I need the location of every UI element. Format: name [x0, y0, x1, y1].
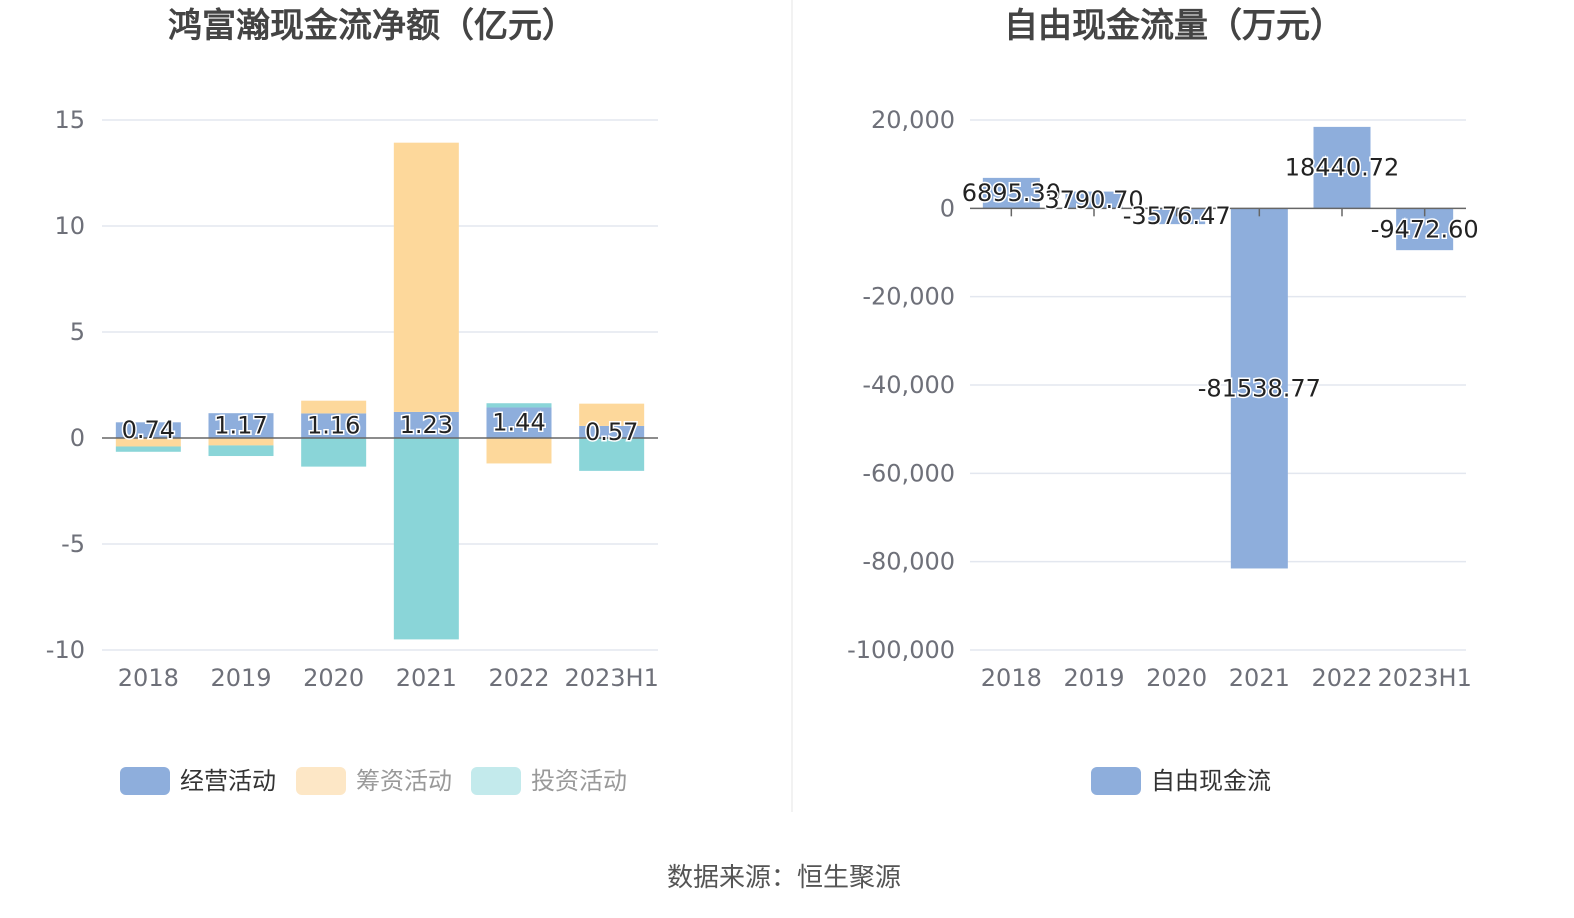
x-tick: 2018 [118, 664, 179, 692]
right-y-axis: 20,000 0 -20,000 -40,000 -60,000 -80,000 -100,… [847, 106, 955, 664]
data-label: 0.57 [585, 418, 638, 446]
legend-swatch [120, 767, 170, 795]
left-chart-title: 鸿富瀚现金流净额（亿元） [168, 6, 576, 46]
cash-flow-net-chart: 鸿富瀚现金流净额（亿元） 15 10 5 0 -5 -10 0.74 1.17 1.16 1.2… [46, 6, 659, 795]
bar-financing[interactable] [301, 400, 367, 414]
bar-financing[interactable] [579, 403, 645, 426]
data-label: 1.44 [492, 409, 545, 437]
legend-item[interactable]: 自由现金流 [1091, 767, 1271, 795]
legend-swatch [1091, 767, 1141, 795]
left-x-axis: 2018 2019 2020 2021 2022 2023H1 [118, 664, 659, 692]
right-zero-axis [970, 207, 1466, 217]
legend-item[interactable]: 投资活动 [471, 767, 627, 795]
right-y-tick: -80,000 [862, 548, 955, 576]
data-label: -81538.77 [1198, 374, 1321, 402]
x-tick: 2022 [1311, 664, 1372, 692]
legend-label: 投资活动 [531, 767, 627, 795]
left-y-tick: 15 [54, 106, 85, 134]
bar-operating[interactable] [486, 407, 552, 438]
legend-swatch [471, 767, 521, 795]
bar-investing[interactable] [115, 446, 181, 452]
right-y-tick: -20,000 [862, 283, 955, 311]
right-chart-title: 自由现金流量（万元） [1004, 6, 1344, 46]
left-grid [102, 119, 658, 651]
left-legend[interactable]: 经营活动 筹资活动 投资活动 [120, 767, 627, 795]
left-y-tick: -5 [61, 530, 85, 558]
x-tick: 2021 [396, 664, 457, 692]
data-label: 1.17 [214, 412, 267, 440]
bar-operating[interactable] [115, 422, 181, 438]
right-x-axis: 2018 2019 2020 2021 2022 2023H1 [981, 664, 1472, 692]
legend-item[interactable]: 筹资活动 [296, 767, 452, 795]
bar-free-cash-flow[interactable] [982, 177, 1040, 209]
bar-free-cash-flow[interactable] [1230, 208, 1288, 569]
data-label: -3576.47 [1123, 202, 1231, 230]
x-tick: 2022 [488, 664, 549, 692]
bar-investing[interactable] [208, 445, 274, 457]
left-data-labels: 0.74 1.17 1.16 1.23 1.44 0.57 [120, 407, 640, 447]
x-tick: 2019 [1063, 664, 1124, 692]
bar-investing[interactable] [393, 438, 459, 640]
left-y-tick: 0 [70, 424, 85, 452]
data-label: 18440.72 [1285, 154, 1400, 182]
data-source: 数据来源：恒生聚源 [667, 863, 901, 893]
right-grid [970, 119, 1466, 651]
right-bars [982, 126, 1454, 569]
data-label: 1.16 [307, 412, 360, 440]
legend-item[interactable]: 经营活动 [120, 767, 276, 795]
bar-financing[interactable] [486, 438, 552, 464]
left-y-tick: 10 [54, 212, 85, 240]
right-y-tick: -40,000 [862, 371, 955, 399]
bar-operating[interactable] [208, 413, 274, 438]
right-legend[interactable]: 自由现金流 [1091, 767, 1271, 795]
legend-label: 自由现金流 [1151, 767, 1271, 795]
legend-swatch [296, 767, 346, 795]
legend-label: 筹资活动 [356, 767, 452, 795]
right-y-tick: -60,000 [862, 459, 955, 487]
right-y-tick: 0 [940, 194, 955, 222]
bar-investing[interactable] [486, 403, 552, 408]
left-y-tick: 5 [70, 318, 85, 346]
left-y-axis: 15 10 5 0 -5 -10 [46, 106, 85, 664]
right-y-tick: 20,000 [871, 106, 955, 134]
bar-financing[interactable] [393, 142, 459, 412]
x-tick: 2020 [303, 664, 364, 692]
data-label: 6895.30 [962, 179, 1061, 207]
bar-investing[interactable] [301, 438, 367, 467]
right-y-tick: -100,000 [847, 636, 955, 664]
bar-investing[interactable] [579, 438, 645, 471]
bar-operating[interactable] [579, 425, 645, 438]
bar-financing[interactable] [208, 438, 274, 446]
data-label: 3790.70 [1044, 186, 1143, 214]
bar-free-cash-flow[interactable] [1065, 191, 1123, 209]
x-tick: 2020 [1146, 664, 1207, 692]
bar-operating[interactable] [301, 413, 367, 438]
data-label: 1.23 [400, 411, 453, 439]
data-label: -9472.60 [1371, 215, 1479, 243]
x-tick: 2019 [210, 664, 271, 692]
x-tick: 2023H1 [1377, 664, 1471, 692]
left-bars [115, 142, 645, 640]
x-tick: 2018 [981, 664, 1042, 692]
bar-free-cash-flow[interactable] [1313, 126, 1371, 209]
bar-financing[interactable] [115, 438, 181, 447]
x-tick: 2021 [1229, 664, 1290, 692]
x-tick: 2023H1 [564, 664, 658, 692]
left-y-tick: -10 [46, 636, 85, 664]
free-cash-flow-chart: 自由现金流量（万元） 20,000 0 -20,000 -40,000 -60,000 -… [847, 6, 1480, 795]
bar-operating[interactable] [393, 411, 459, 438]
data-label: 0.74 [122, 416, 175, 444]
legend-label: 经营活动 [180, 767, 276, 795]
